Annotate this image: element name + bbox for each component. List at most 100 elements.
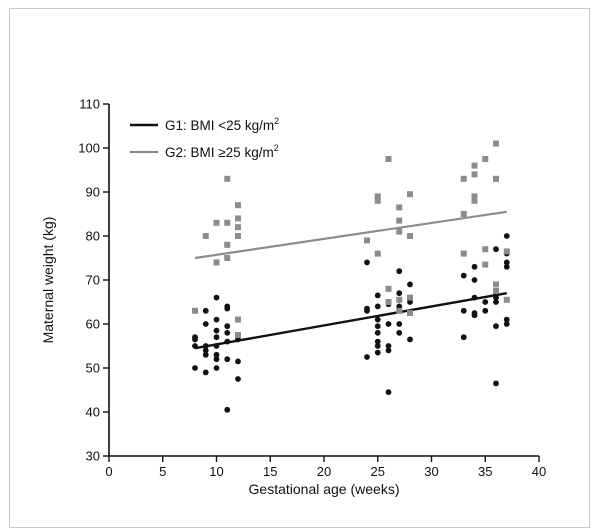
data-point-g2 xyxy=(213,219,220,226)
data-point-g1 xyxy=(224,356,231,363)
data-point-g2 xyxy=(396,296,403,303)
data-point-g1 xyxy=(471,294,478,301)
data-point-g1 xyxy=(493,323,499,330)
data-point-g2 xyxy=(374,193,381,200)
data-point-g2 xyxy=(407,294,413,301)
data-point-g2 xyxy=(202,233,209,239)
trend-lines xyxy=(194,210,507,350)
data-point-g2 xyxy=(493,281,499,288)
data-point-g1 xyxy=(213,327,220,334)
data-point-g2 xyxy=(235,316,241,323)
data-point-g1 xyxy=(374,329,381,336)
data-point-g1 xyxy=(396,329,403,336)
data-point-g2 xyxy=(493,288,499,294)
data-point-g1 xyxy=(213,365,220,371)
data-point-g2 xyxy=(471,193,478,200)
chart-frame: 30 40 50 60 70 80 90 100 110 0 5 10 15 20 25 30 35 40 G1:… xyxy=(9,8,590,528)
data-point-g2 xyxy=(235,224,241,231)
y-tick-label: 100 xyxy=(78,141,100,156)
y-axis-title: Maternal weight (kg) xyxy=(40,217,56,344)
data-point-g1 xyxy=(407,336,413,343)
x-tick-label: 25 xyxy=(371,464,385,479)
data-point-g1 xyxy=(493,380,499,387)
data-point-g1 xyxy=(385,389,392,396)
data-point-g2 xyxy=(471,171,478,178)
data-point-g2 xyxy=(460,175,467,182)
data-point-g1 xyxy=(471,263,478,270)
data-point-g2 xyxy=(460,211,467,217)
y-tick-label: 30 xyxy=(86,449,100,464)
legend-label-1: G1: BMI <25 kg/m2 xyxy=(165,116,279,133)
data-point-g2 xyxy=(396,204,403,211)
data-point-g2 xyxy=(374,250,381,257)
data-point-g1 xyxy=(364,307,370,314)
data-point-g1 xyxy=(396,321,403,327)
data-point-g2 xyxy=(192,307,198,314)
data-point-g2 xyxy=(503,248,510,255)
legend-label-text: G2: BMI ≥25 kg/m xyxy=(165,145,274,160)
data-point-g1 xyxy=(482,307,489,314)
data-point-g1 xyxy=(482,299,489,305)
data-point-g1 xyxy=(224,323,231,330)
data-point-g2 xyxy=(471,162,478,169)
data-point-g2 xyxy=(396,217,403,224)
legend-label-2: G2: BMI ≥25 kg/m2 xyxy=(165,143,279,160)
data-point-g1 xyxy=(224,329,231,336)
data-point-g1 xyxy=(385,321,392,327)
x-axis-title: Gestational age (weeks) xyxy=(249,481,400,497)
y-tick-label: 70 xyxy=(86,273,100,288)
data-point-g1 xyxy=(503,263,510,270)
data-point-g2 xyxy=(482,156,489,162)
data-point-g1 xyxy=(224,338,231,345)
data-point-g1 xyxy=(374,292,381,299)
data-point-g1 xyxy=(202,343,209,349)
data-point-g1 xyxy=(235,358,241,365)
data-point-g2 xyxy=(407,310,413,316)
data-point-g1 xyxy=(213,334,220,341)
x-tick-label: 0 xyxy=(105,464,112,479)
y-tick-label: 110 xyxy=(79,97,100,112)
data-point-g2 xyxy=(213,259,220,266)
x-tick-label: 40 xyxy=(532,464,546,479)
data-point-g1 xyxy=(374,349,381,356)
data-point-g1 xyxy=(503,259,510,266)
data-point-g1 xyxy=(364,259,370,266)
data-point-g1 xyxy=(493,294,499,301)
data-point-g1 xyxy=(460,307,467,314)
legend-label-superscript: 2 xyxy=(274,143,279,153)
y-tick-label: 60 xyxy=(86,317,100,332)
data-point-g2 xyxy=(235,233,241,239)
x-tick-label: 10 xyxy=(209,464,223,479)
data-point-g1 xyxy=(503,321,510,327)
data-point-g1 xyxy=(471,312,478,319)
x-tick-label: 20 xyxy=(317,464,331,479)
data-point-g1 xyxy=(224,305,231,312)
data-points xyxy=(192,140,510,413)
legend-label-text: G1: BMI <25 kg/m xyxy=(165,118,274,133)
data-point-g2 xyxy=(224,219,231,226)
data-point-g1 xyxy=(235,376,241,382)
data-point-g1 xyxy=(364,354,370,360)
data-point-g1 xyxy=(202,351,209,358)
data-point-g2 xyxy=(224,241,231,248)
data-point-g2 xyxy=(235,332,241,338)
data-point-g1 xyxy=(202,369,209,376)
trend-line-1 xyxy=(194,292,507,350)
data-point-g2 xyxy=(493,140,499,147)
data-point-g1 xyxy=(396,290,403,297)
data-point-g2 xyxy=(364,237,370,244)
data-point-g1 xyxy=(396,268,403,275)
legend-label-superscript: 2 xyxy=(274,116,279,126)
data-point-g1 xyxy=(493,299,499,305)
data-point-g1 xyxy=(374,316,381,323)
y-tick-label: 90 xyxy=(86,185,100,200)
data-point-g1 xyxy=(213,343,220,349)
data-point-g1 xyxy=(503,316,510,323)
data-point-g1 xyxy=(374,338,381,345)
data-point-g1 xyxy=(224,406,231,413)
data-point-g2 xyxy=(407,233,413,239)
y-tick-label: 40 xyxy=(86,405,100,420)
y-tick-label: 50 xyxy=(86,361,100,376)
data-point-g2 xyxy=(235,202,241,209)
